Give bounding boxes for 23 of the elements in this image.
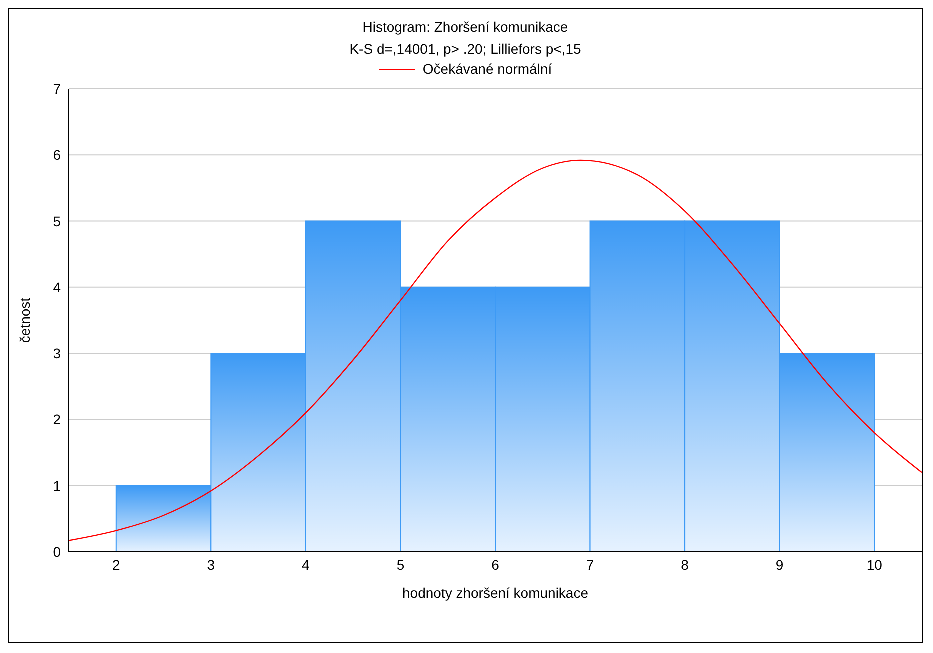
x-axis-title: hodnoty zhoršení komunikace (402, 585, 589, 601)
y-tick-label: 3 (53, 346, 62, 362)
chart-title: Histogram: Zhoršení komunikace (362, 19, 570, 35)
legend-label: Očekávané normální (422, 61, 552, 77)
x-tick-label: 9 (776, 556, 784, 573)
y-tick-label: 6 (53, 147, 62, 164)
y-tick-label: 5 (53, 213, 62, 230)
y-axis-title: četnost (16, 298, 33, 344)
chart-subtitle: K-S d=,14001, p> .20; Lilliefors p<,15 (348, 41, 582, 57)
line-series (69, 160, 922, 542)
x-tick-label: 4 (302, 556, 310, 573)
x-tick-label: 10 (866, 556, 883, 573)
y-tick-label: 1 (53, 478, 62, 494)
x-tick-label: 3 (207, 556, 216, 573)
y-tick-label: 7 (53, 80, 62, 97)
x-tick-label: 6 (492, 556, 500, 573)
x-tick-label: 7 (586, 556, 594, 573)
y-tick-label: 2 (53, 412, 62, 428)
y-tick-label: 0 (53, 544, 62, 560)
y-tick-label: 4 (53, 279, 62, 296)
x-tick-label: 2 (112, 556, 120, 573)
x-tick-label: 8 (681, 556, 690, 573)
x-tick-label: 5 (396, 556, 405, 573)
